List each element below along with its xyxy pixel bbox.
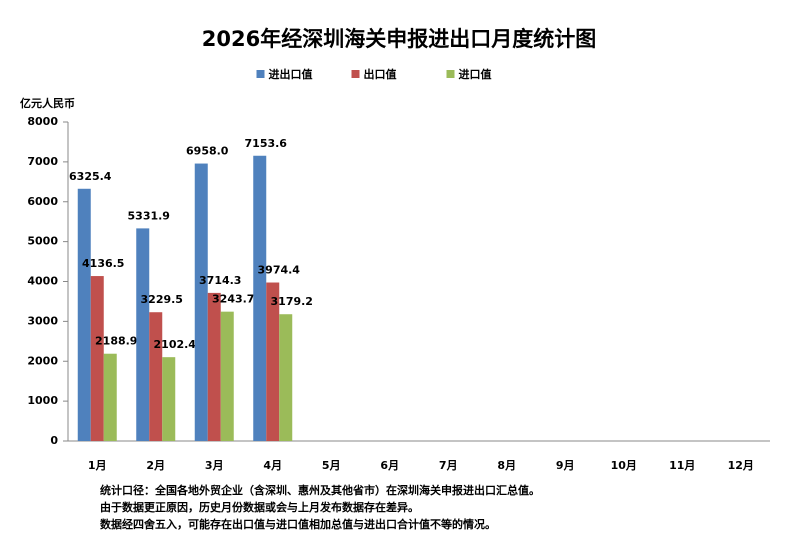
value-label: 5331.9 xyxy=(128,209,170,222)
x-tick-label: 7月 xyxy=(439,459,458,472)
x-tick-label: 8月 xyxy=(497,459,516,472)
legend-swatch xyxy=(351,70,360,78)
y-tick-label: 3000 xyxy=(27,314,58,327)
bar xyxy=(90,276,104,441)
value-label: 6958.0 xyxy=(186,145,229,158)
legend-swatch xyxy=(446,70,455,78)
legend-label: 出口值 xyxy=(364,67,397,81)
bar xyxy=(194,163,208,441)
value-label: 2188.9 xyxy=(95,335,137,348)
y-tick-label: 4000 xyxy=(27,275,58,288)
y-tick-label: 0 xyxy=(50,434,58,447)
chart-title: 2026年经深圳海关申报进出口月度统计图 xyxy=(202,27,596,51)
x-tick-label: 1月 xyxy=(88,459,107,472)
x-tick-label: 3月 xyxy=(205,459,224,472)
value-label: 4136.5 xyxy=(82,257,124,270)
y-tick-label: 5000 xyxy=(27,235,58,248)
bar xyxy=(162,357,176,441)
value-label: 3179.2 xyxy=(271,295,313,308)
bar xyxy=(149,312,163,441)
x-tick-label: 9月 xyxy=(556,459,575,472)
value-label: 2102.4 xyxy=(154,338,197,351)
bar xyxy=(207,292,221,441)
x-tick-label: 2月 xyxy=(146,459,165,472)
value-label: 3229.5 xyxy=(141,293,183,306)
value-label: 7153.6 xyxy=(245,137,288,150)
x-tick-label: 5月 xyxy=(322,459,341,472)
y-tick-label: 2000 xyxy=(27,354,58,367)
legend-label: 进出口值 xyxy=(269,67,313,81)
footnote: 数据经四舍五入，可能存在出口值与进口值相加总值与进出口合计值不等的情况。 xyxy=(100,517,496,531)
y-axis-label: 亿元人民币 xyxy=(20,96,75,110)
x-tick-label: 11月 xyxy=(669,459,695,472)
bar xyxy=(266,282,280,441)
y-tick-label: 8000 xyxy=(27,115,58,128)
footnote: 统计口径：全国各地外贸企业（含深圳、惠州及其他省市）在深圳海关申报进出口汇总值。 xyxy=(100,483,540,497)
x-tick-label: 12月 xyxy=(728,459,754,472)
bar xyxy=(136,228,150,441)
value-label: 3974.4 xyxy=(258,264,301,277)
y-tick-label: 7000 xyxy=(27,155,58,168)
x-tick-label: 10月 xyxy=(611,459,637,472)
y-tick-label: 1000 xyxy=(27,394,58,407)
value-label: 3714.3 xyxy=(199,274,241,287)
bar xyxy=(77,188,91,441)
y-tick-label: 6000 xyxy=(27,195,58,208)
value-label: 3243.7 xyxy=(212,293,254,306)
footnote: 由于数据更正原因，历史月份数据或会与上月发布数据存在差异。 xyxy=(100,500,419,514)
bar xyxy=(253,155,267,442)
legend-swatch xyxy=(256,70,265,78)
legend-label: 进口值 xyxy=(459,67,492,81)
bar xyxy=(279,314,293,441)
bar xyxy=(103,353,117,441)
x-tick-label: 4月 xyxy=(263,459,282,472)
bar xyxy=(220,311,234,441)
x-tick-label: 6月 xyxy=(380,459,399,472)
value-label: 6325.4 xyxy=(69,170,112,183)
